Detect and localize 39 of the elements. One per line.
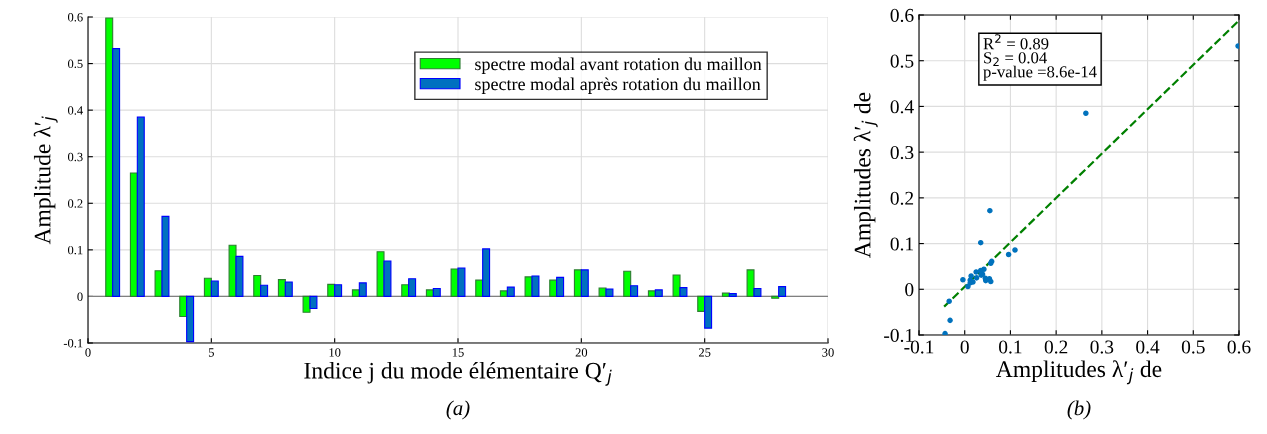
x-axis-title: Indice j du mode élémentaire Q′$_{j}$ — [304, 361, 612, 386]
x-tick-label: 0.1 — [999, 340, 1022, 354]
text: (a) — [446, 400, 470, 420]
y-tick-label: 0.5 — [890, 54, 914, 68]
y-tick-label: 0.3 — [67, 152, 83, 162]
x-tick-label: 0.3 — [1090, 340, 1114, 354]
y-tick-label: 0.4 — [67, 106, 83, 115]
y-tick-label: 0.4 — [890, 100, 914, 114]
y-tick-label: 0.2 — [67, 199, 83, 208]
y-tick-label: 0.5 — [67, 59, 83, 69]
legend-label: spectre modal avant rotation du maillon — [475, 57, 762, 74]
x-tick-label: 5 — [208, 348, 214, 357]
x-tick-label: 0.2 — [1044, 340, 1068, 354]
x-tick-label: 20 — [575, 348, 588, 357]
x-tick-label: 25 — [698, 348, 711, 357]
annotation: R$^{2}$ = 0.89 S$_{2}$ = 0.04 p-value =8.6e-14 — [983, 34, 1097, 81]
legend-label: spectre modal après rotation du maillon — [475, 77, 761, 94]
x-tick-label: 0 — [85, 348, 91, 357]
x-tick-label: 15 — [452, 348, 464, 357]
y-tick-label: 0.3 — [890, 145, 914, 160]
x-tick-label: 0 — [960, 340, 969, 354]
y-axis-title: Amplitude λ′$_{j}$ — [33, 116, 58, 245]
y-tick-label: 0 — [905, 283, 914, 297]
y-tick-label: 0.1 — [890, 237, 913, 251]
x-tick-label: 0.6 — [1227, 340, 1251, 354]
y-tick-label: 0 — [77, 292, 83, 301]
y-tick-label: -0.1 — [884, 328, 913, 343]
x-tick-label: 30 — [822, 348, 834, 357]
y-axis-title: Amplitudes λ′$_{j}$ de — [853, 92, 878, 258]
x-tick-label: 10 — [329, 348, 341, 357]
y-tick-label: 0.2 — [890, 191, 914, 205]
x-tick-label: 0.5 — [1181, 340, 1205, 354]
y-tick-label: 0.1 — [67, 245, 83, 255]
text: (b) — [1067, 400, 1091, 420]
x-tick-label: 0.4 — [1136, 340, 1160, 354]
y-tick-label: 0.6 — [67, 13, 83, 22]
x-tick-label: -0.1 — [904, 340, 934, 354]
x-axis-title: Amplitudes λ′$_{j}$ de — [996, 360, 1162, 385]
y-tick-label: 0.6 — [890, 8, 914, 23]
